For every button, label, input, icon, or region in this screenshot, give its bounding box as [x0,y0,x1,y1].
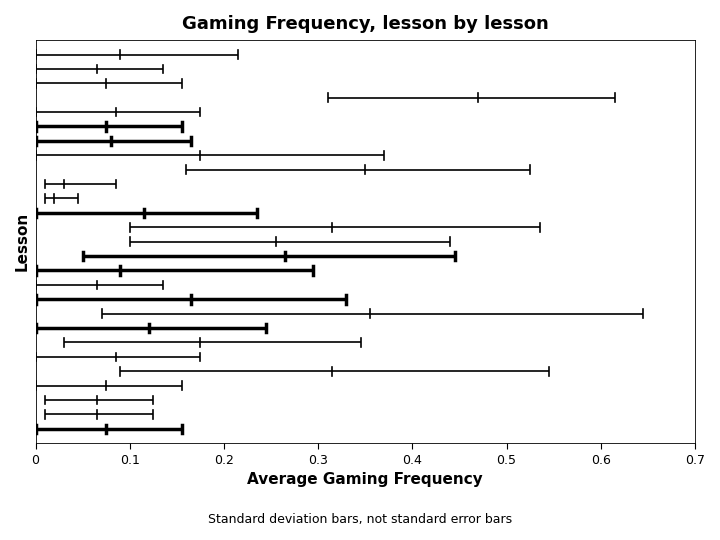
Title: Gaming Frequency, lesson by lesson: Gaming Frequency, lesson by lesson [182,15,549,33]
X-axis label: Average Gaming Frequency: Average Gaming Frequency [248,472,483,487]
Y-axis label: Lesson: Lesson [15,212,30,271]
Text: Standard deviation bars, not standard error bars: Standard deviation bars, not standard er… [208,514,512,526]
